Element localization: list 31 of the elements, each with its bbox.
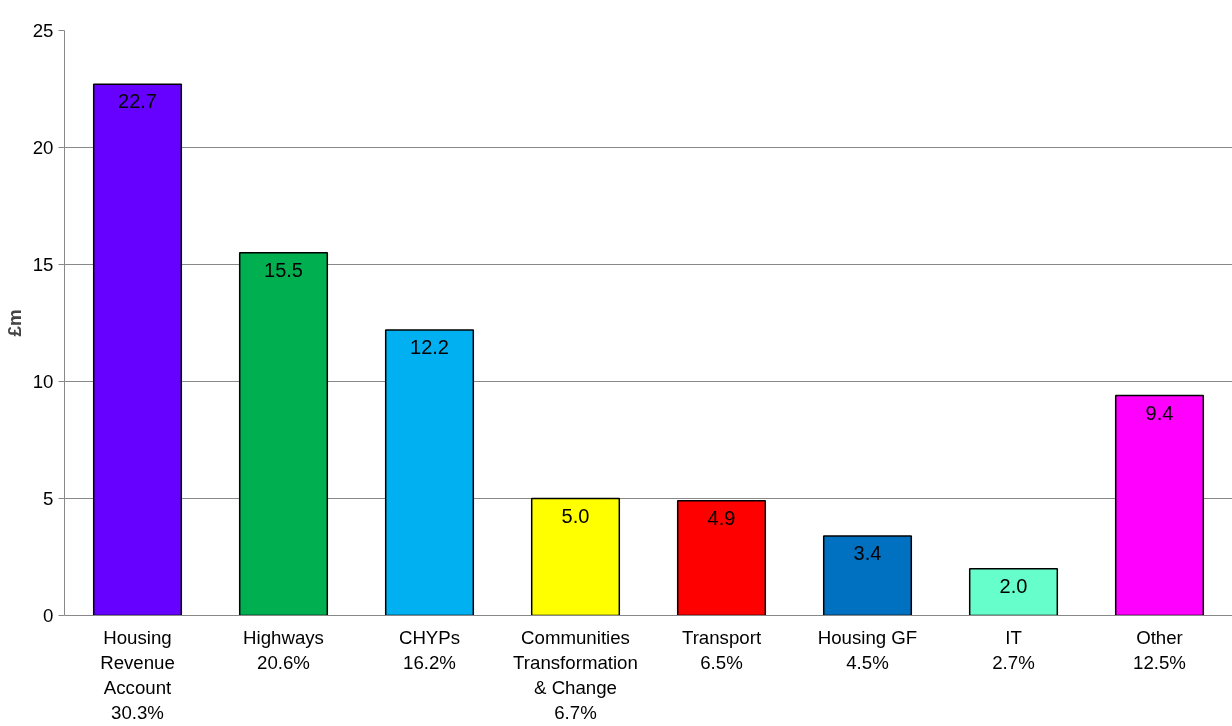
data-label: 9.4 <box>1145 401 1174 424</box>
bar <box>530 497 621 616</box>
y-tick-label: 25 <box>32 20 54 41</box>
y-tick-label: 20 <box>32 137 54 158</box>
y-tick-label: 10 <box>32 371 54 392</box>
data-label: 4.9 <box>707 506 736 529</box>
bar <box>238 252 329 616</box>
data-label: 12.2 <box>410 336 449 359</box>
x-tick-label: Transport 6.5% <box>681 626 762 673</box>
x-tick-label: IT 2.7% <box>992 626 1035 673</box>
data-label: 2.0 <box>999 574 1028 597</box>
x-tick-label: Communities Transformation & Change 6.7% <box>513 626 638 724</box>
data-label: 5.0 <box>561 504 590 527</box>
x-tick-label: Highways 20.6% <box>243 626 324 673</box>
x-tick-label: CHYPs 16.2% <box>398 626 461 673</box>
bar <box>822 535 913 616</box>
bar <box>676 500 767 616</box>
y-tick-label: 0 <box>43 605 54 626</box>
data-label: 3.4 <box>853 541 882 564</box>
x-tick-label: Other 12.5% <box>1133 626 1186 673</box>
data-label: 15.5 <box>264 258 303 281</box>
x-tick-label: Housing Revenue Account 30.3% <box>100 626 175 724</box>
x-tick-label: Housing GF 4.5% <box>817 626 918 673</box>
data-label: 22.7 <box>118 90 157 113</box>
y-tick-label: 15 <box>32 254 54 275</box>
y-axis-title: £m <box>3 309 25 337</box>
bar <box>384 329 475 616</box>
y-tick-label: 5 <box>43 488 54 509</box>
bar <box>1114 394 1205 616</box>
bar <box>968 567 1059 616</box>
bar <box>92 83 183 616</box>
